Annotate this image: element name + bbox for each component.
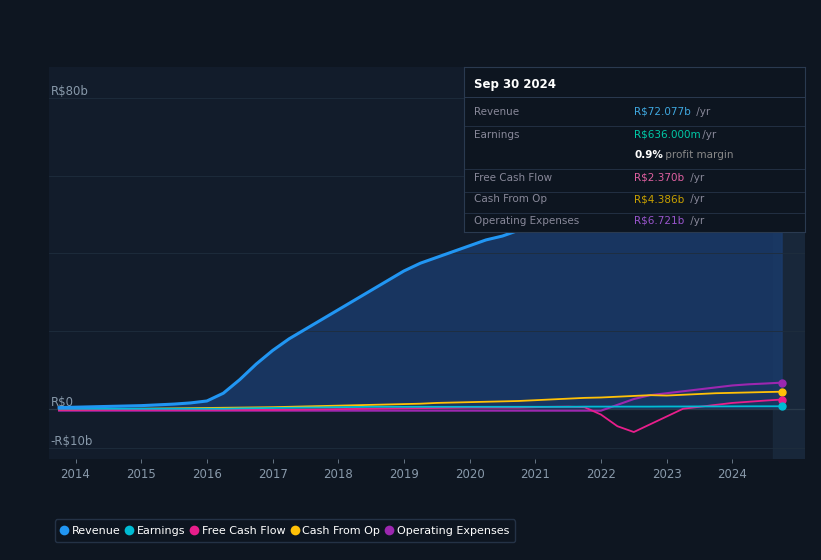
- Text: -R$10b: -R$10b: [51, 435, 93, 447]
- Text: R$4.386b: R$4.386b: [635, 194, 685, 204]
- Text: Cash From Op: Cash From Op: [474, 194, 547, 204]
- Text: profit margin: profit margin: [663, 150, 734, 160]
- Text: /yr: /yr: [686, 173, 704, 183]
- Text: R$2.370b: R$2.370b: [635, 173, 685, 183]
- Text: 0.9%: 0.9%: [635, 150, 663, 160]
- Text: /yr: /yr: [699, 130, 716, 140]
- Text: Earnings: Earnings: [474, 130, 520, 140]
- Text: /yr: /yr: [686, 194, 704, 204]
- Text: Revenue: Revenue: [474, 107, 519, 117]
- Text: R$80b: R$80b: [51, 85, 89, 98]
- Text: R$0: R$0: [51, 396, 74, 409]
- Text: /yr: /yr: [686, 216, 704, 226]
- Text: Free Cash Flow: Free Cash Flow: [474, 173, 553, 183]
- Text: /yr: /yr: [693, 107, 710, 117]
- Text: R$6.721b: R$6.721b: [635, 216, 685, 226]
- Text: Operating Expenses: Operating Expenses: [474, 216, 580, 226]
- Legend: Revenue, Earnings, Free Cash Flow, Cash From Op, Operating Expenses: Revenue, Earnings, Free Cash Flow, Cash …: [55, 519, 515, 542]
- Text: Sep 30 2024: Sep 30 2024: [474, 78, 556, 91]
- Text: R$636.000m: R$636.000m: [635, 130, 701, 140]
- Bar: [773, 67, 805, 459]
- Text: R$72.077b: R$72.077b: [635, 107, 691, 117]
